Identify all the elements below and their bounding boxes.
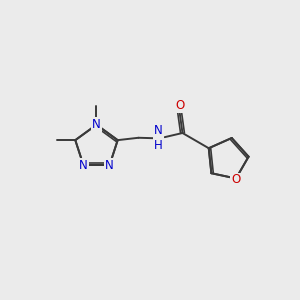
Text: N: N	[92, 118, 101, 131]
Text: O: O	[175, 99, 184, 112]
Text: N
H: N H	[154, 124, 163, 152]
Text: N: N	[79, 159, 88, 172]
Text: N: N	[105, 159, 114, 172]
Text: O: O	[231, 173, 241, 187]
